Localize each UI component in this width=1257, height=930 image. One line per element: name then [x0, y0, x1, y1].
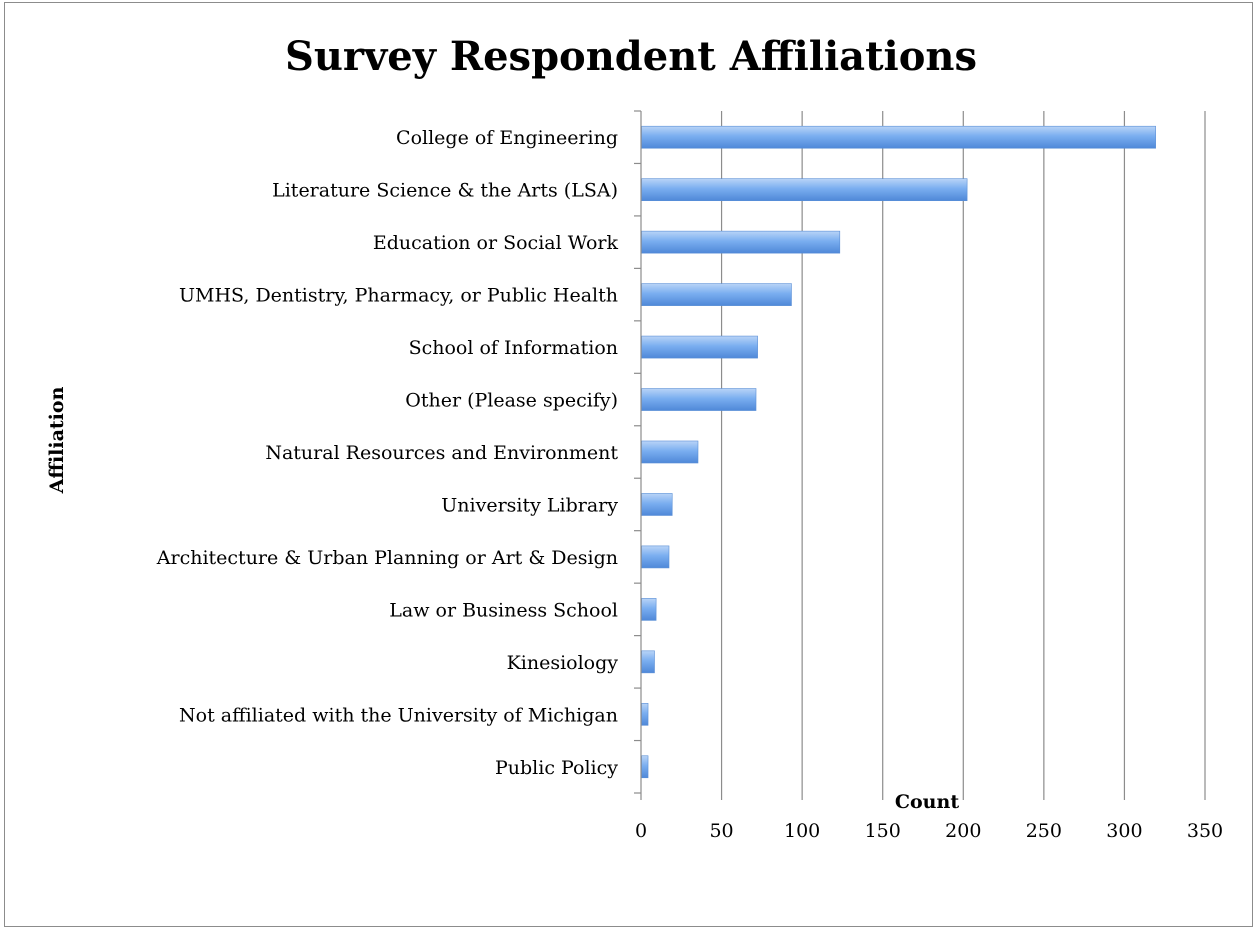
category-label: Law or Business School	[389, 599, 618, 621]
category-label: Public Policy	[495, 757, 618, 779]
bar	[641, 598, 657, 621]
bar	[641, 335, 758, 359]
bar	[641, 178, 968, 202]
category-label: Not affiliated with the University of Mi…	[179, 704, 618, 726]
x-axis-title: Count	[895, 791, 959, 813]
x-tick-label: 50	[709, 820, 733, 842]
category-label: School of Information	[409, 337, 618, 359]
y-axis-title: Affiliation	[46, 386, 68, 494]
bar	[641, 440, 699, 464]
x-tick-label: 100	[784, 820, 820, 842]
category-label: Natural Resources and Environment	[265, 442, 618, 464]
x-tick-label: 300	[1106, 820, 1142, 842]
category-label: Architecture & Urban Planning or Art & D…	[156, 547, 618, 569]
bar-chart: Survey Respondent Affiliations College o…	[46, 33, 1223, 842]
bar	[641, 702, 649, 726]
category-label: UMHS, Dentistry, Pharmacy, or Public Hea…	[179, 285, 618, 307]
bar	[641, 388, 757, 411]
category-label: Kinesiology	[507, 652, 619, 674]
chart-title: Survey Respondent Affiliations	[285, 33, 977, 80]
gridlines	[720, 111, 1206, 793]
category-label: Literature Science & the Arts (LSA)	[272, 180, 618, 202]
bar	[641, 545, 670, 569]
bar	[641, 283, 792, 306]
category-labels: College of Engineering Literature Science…	[156, 127, 619, 779]
category-label: Other (Please specify)	[405, 390, 618, 412]
axes	[634, 110, 1206, 800]
bar	[641, 493, 673, 516]
x-tick-label: 0	[635, 820, 647, 842]
bar	[641, 125, 1156, 149]
bars	[641, 125, 1156, 779]
bar	[641, 650, 655, 674]
x-tick-label: 350	[1187, 820, 1223, 842]
x-tick-label: 150	[865, 820, 901, 842]
chart-frame: Survey Respondent Affiliations College o…	[4, 2, 1253, 927]
bar	[641, 755, 649, 779]
x-tick-label: 200	[945, 820, 981, 842]
category-label: College of Engineering	[396, 127, 618, 149]
category-label: Education or Social Work	[373, 232, 619, 254]
tick-labels: 0 50 100 150 200 250 300 350	[635, 820, 1223, 842]
category-label: University Library	[441, 494, 618, 516]
bar	[641, 230, 841, 254]
x-tick-label: 250	[1026, 820, 1062, 842]
